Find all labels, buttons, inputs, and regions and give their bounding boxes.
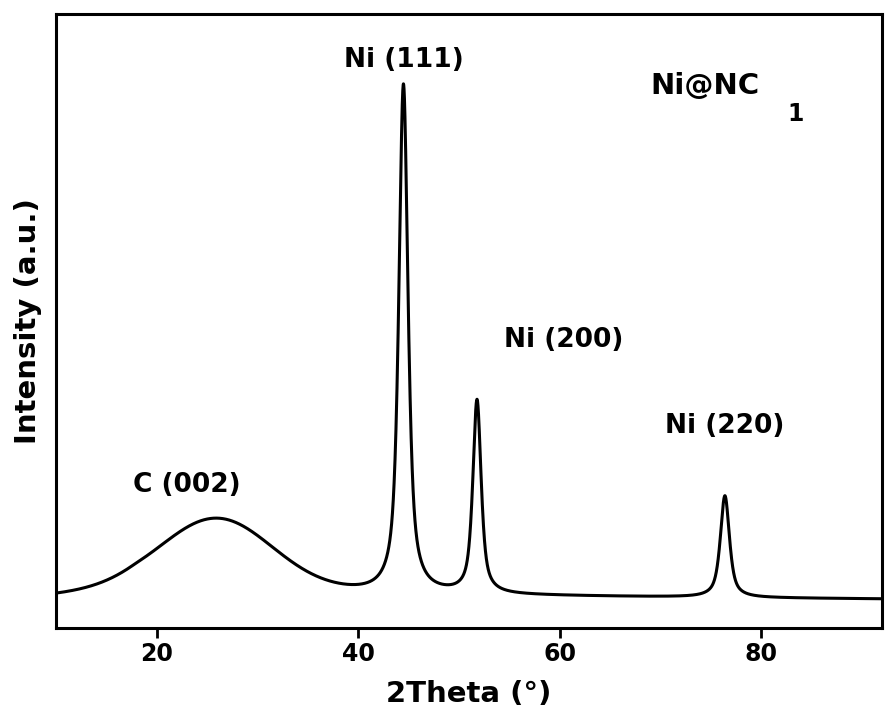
Text: Ni (111): Ni (111) (343, 47, 463, 73)
Text: 1: 1 (787, 103, 804, 126)
Text: C (002): C (002) (133, 472, 241, 498)
Text: Ni (220): Ni (220) (665, 413, 785, 439)
Y-axis label: Intensity (a.u.): Intensity (a.u.) (14, 198, 42, 444)
X-axis label: 2Theta (°): 2Theta (°) (386, 680, 552, 708)
Text: Ni (200): Ni (200) (504, 327, 624, 353)
Text: Ni@NC: Ni@NC (650, 71, 760, 100)
